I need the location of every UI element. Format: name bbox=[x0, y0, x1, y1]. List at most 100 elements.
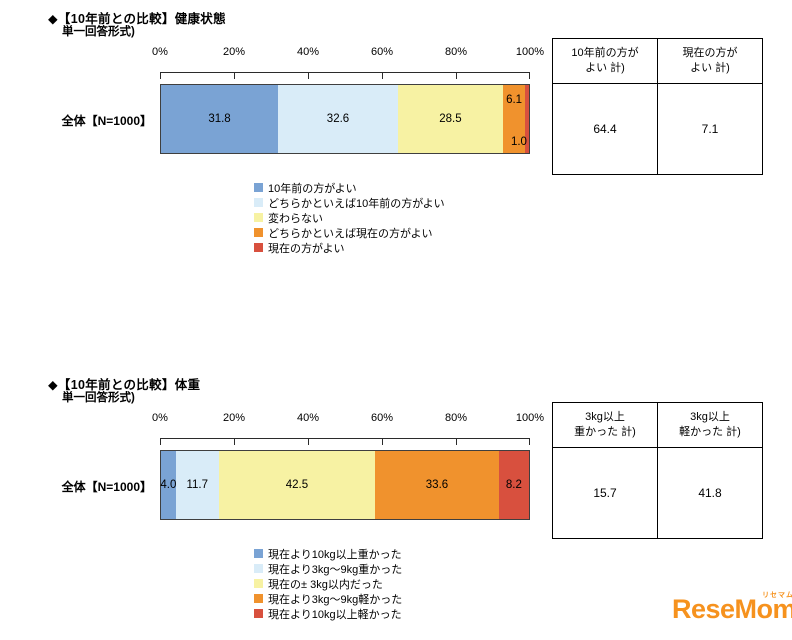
legend-swatch bbox=[254, 183, 263, 192]
segment-value: 4.0 bbox=[160, 479, 177, 491]
axis-tick-label: 0% bbox=[152, 46, 168, 58]
chart1-stacked-bar: 31.8 32.6 28.5 6.1 1.0 bbox=[160, 84, 530, 154]
legend-item: 変わらない bbox=[254, 210, 445, 225]
chart1-x-axis: 0% 20% 40% 60% 80% 100% bbox=[152, 46, 544, 59]
axis-tick-label: 40% bbox=[296, 46, 320, 58]
bar-segment-4: 33.6 bbox=[375, 451, 499, 519]
legend-label: どちらかといえば現在の方がよい bbox=[268, 227, 433, 240]
chart2-category-label: 全体【N=1000】 bbox=[61, 480, 152, 494]
chart2-summary-table: 3kg以上 重かった 計) 3kg以上 軽かった 計) 15.7 41.8 bbox=[552, 402, 763, 539]
legend-item: 現在の± 3kg以内だった bbox=[254, 576, 402, 591]
chart2-legend: 現在より10kg以上重かった 現在より3kg〜9kg重かった 現在の± 3kg以… bbox=[254, 546, 402, 621]
resemom-logo-text: ReseMom bbox=[672, 594, 792, 624]
legend-label: 現在より3kg〜9kg軽かった bbox=[268, 593, 403, 606]
axis-tick bbox=[308, 439, 309, 445]
chart1-axis-line bbox=[160, 72, 530, 80]
legend-swatch bbox=[254, 228, 263, 237]
summary-header-line: 重かった 計) bbox=[574, 426, 636, 438]
chart2-subtitle: 単一回答形式) bbox=[62, 392, 135, 404]
summary-header-line: よい 計) bbox=[585, 62, 625, 74]
segment-value: 1.0 bbox=[510, 136, 527, 148]
summary-header-line: 軽かった 計) bbox=[679, 426, 741, 438]
axis-tick-label: 20% bbox=[222, 412, 246, 424]
bar-segment-1: 31.8 bbox=[161, 85, 279, 153]
axis-tick bbox=[160, 439, 161, 445]
summary-value-cell: 15.7 bbox=[552, 447, 658, 539]
legend-label: 現在の方がよい bbox=[268, 242, 345, 255]
segment-value: 32.6 bbox=[326, 113, 350, 125]
summary-header-cell: 現在の方が よい 計) bbox=[657, 38, 763, 84]
bar-segment-4: 6.1 bbox=[502, 85, 526, 153]
summary-value-cell: 41.8 bbox=[657, 447, 763, 539]
segment-value: 42.5 bbox=[285, 479, 309, 491]
axis-tick bbox=[456, 73, 457, 79]
resemom-logo[interactable]: ReseMom. リセマム bbox=[672, 592, 792, 625]
legend-label: 10年前の方がよい bbox=[268, 182, 357, 195]
bar-segment-2: 11.7 bbox=[175, 451, 219, 519]
legend-label: 現在より3kg〜9kg重かった bbox=[268, 563, 403, 576]
segment-value: 6.1 bbox=[506, 94, 523, 106]
legend-swatch bbox=[254, 564, 263, 573]
chart2-title: ◆【10年前との比較】体重 bbox=[48, 378, 201, 392]
summary-header-line: 現在の方が bbox=[682, 47, 738, 60]
legend-item: 10年前の方がよい bbox=[254, 180, 445, 195]
axis-tick bbox=[456, 439, 457, 445]
axis-tick-label: 80% bbox=[444, 46, 468, 58]
chart1-subtitle: 単一回答形式) bbox=[62, 26, 135, 38]
legend-swatch bbox=[254, 243, 263, 252]
axis-tick bbox=[160, 73, 161, 79]
legend-label: どちらかといえば10年前の方がよい bbox=[268, 197, 445, 210]
segment-value: 31.8 bbox=[208, 113, 231, 125]
summary-header-line: 3kg以上 bbox=[585, 411, 625, 424]
bar-segment-5: 1.0 bbox=[511, 85, 529, 153]
legend-item: 現在より3kg〜9kg重かった bbox=[254, 561, 402, 576]
chart1-summary-table: 10年前の方が よい 計) 現在の方が よい 計) 64.4 7.1 bbox=[552, 38, 763, 175]
chart2-stacked-bar: 4.0 11.7 42.5 33.6 8.2 bbox=[160, 450, 530, 520]
legend-swatch bbox=[254, 594, 263, 603]
segment-value: 28.5 bbox=[439, 113, 462, 125]
bar-segment-3: 28.5 bbox=[397, 85, 503, 153]
axis-tick-label: 100% bbox=[515, 46, 545, 58]
axis-tick bbox=[234, 439, 235, 445]
summary-header-line: 3kg以上 bbox=[690, 411, 730, 424]
legend-item: 現在の方がよい bbox=[254, 240, 445, 255]
segment-value: 11.7 bbox=[186, 479, 208, 491]
summary-header-cell: 3kg以上 重かった 計) bbox=[552, 402, 658, 448]
legend-item: どちらかといえば現在の方がよい bbox=[254, 225, 445, 240]
bar-segment-2: 32.6 bbox=[278, 85, 398, 153]
axis-tick-label: 100% bbox=[515, 412, 545, 424]
axis-tick-label: 60% bbox=[370, 412, 394, 424]
segment-value: 33.6 bbox=[425, 479, 449, 491]
summary-value-cell: 7.1 bbox=[657, 83, 763, 175]
legend-label: 現在の± 3kg以内だった bbox=[268, 578, 383, 591]
legend-swatch bbox=[254, 198, 263, 207]
resemom-logo-ruby: リセマム bbox=[762, 592, 792, 599]
axis-tick bbox=[382, 73, 383, 79]
axis-tick-label: 20% bbox=[222, 46, 246, 58]
summary-header-line: 10年前の方が bbox=[571, 47, 639, 60]
legend-label: 現在より10kg以上重かった bbox=[268, 548, 402, 561]
bar-segment-3: 42.5 bbox=[218, 451, 376, 519]
legend-swatch bbox=[254, 579, 263, 588]
summary-header-cell: 10年前の方が よい 計) bbox=[552, 38, 658, 84]
axis-tick bbox=[234, 73, 235, 79]
chart2-axis-line bbox=[160, 438, 530, 446]
chart1-category-label: 全体【N=1000】 bbox=[61, 114, 152, 128]
bar-segment-5: 8.2 bbox=[498, 451, 529, 519]
chart1-legend: 10年前の方がよい どちらかといえば10年前の方がよい 変わらない どちらかとい… bbox=[254, 180, 445, 255]
axis-tick bbox=[382, 439, 383, 445]
legend-item: 現在より10kg以上重かった bbox=[254, 546, 402, 561]
legend-label: 変わらない bbox=[268, 212, 323, 225]
legend-item: どちらかといえば10年前の方がよい bbox=[254, 195, 445, 210]
axis-tick-label: 40% bbox=[296, 412, 320, 424]
legend-label: 現在より10kg以上軽かった bbox=[268, 608, 402, 621]
bar-segment-1: 4.0 bbox=[160, 451, 177, 519]
axis-tick bbox=[529, 73, 530, 79]
axis-tick bbox=[308, 73, 309, 79]
axis-tick-label: 0% bbox=[152, 412, 168, 424]
summary-header-cell: 3kg以上 軽かった 計) bbox=[657, 402, 763, 448]
summary-value-cell: 64.4 bbox=[552, 83, 658, 175]
segment-value: 8.2 bbox=[505, 479, 522, 491]
summary-header-line: よい 計) bbox=[690, 62, 730, 74]
legend-swatch bbox=[254, 213, 263, 222]
